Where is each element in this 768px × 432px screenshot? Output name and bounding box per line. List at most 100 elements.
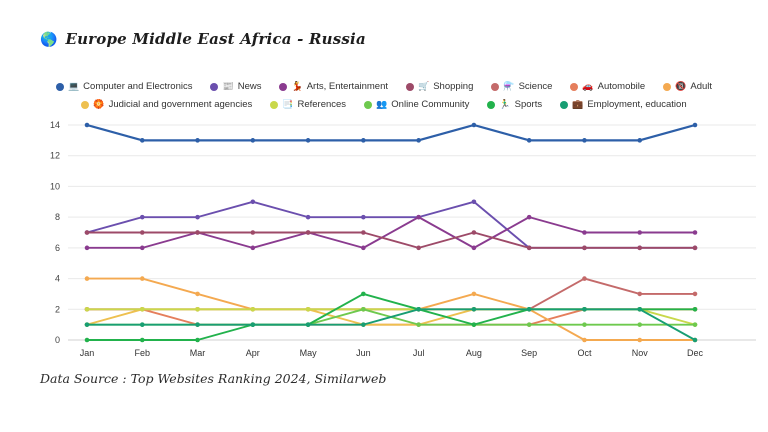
data-point-online-community-dec (692, 322, 698, 327)
series-line-employment-education (86, 308, 696, 341)
data-point-employment-education-dec (692, 337, 698, 343)
data-point-employment-education-jan (84, 322, 90, 327)
data-point-references-may (305, 306, 311, 312)
x-axis-tick-label-jul: Jul (413, 348, 425, 358)
data-point-adult-jan (84, 276, 90, 281)
data-point-adult-feb (139, 276, 145, 281)
y-axis-tick-label: 14 (50, 120, 60, 130)
legend-color-dot (270, 100, 279, 109)
legend-item-sports: 🏃‍♂️ Sports (487, 99, 542, 110)
data-point-arts-entertainment-jan (84, 245, 90, 251)
legend-label: Science (518, 81, 553, 92)
legend-color-dot (560, 100, 569, 109)
x-axis-tick-label-dec: Dec (687, 348, 704, 358)
y-axis-tick-label: 6 (55, 243, 60, 253)
data-point-online-community-jul (416, 322, 421, 327)
data-point-arts-entertainment-feb (139, 245, 145, 251)
series-line-computer-and-electronics (85, 123, 697, 142)
legend-color-dot (279, 82, 288, 91)
chart-header: 🌎 Europe Middle East Africa - Russia (40, 30, 366, 48)
data-point-online-community-oct (582, 322, 587, 327)
legend-color-dot (570, 82, 579, 91)
legend-label: News (237, 81, 262, 92)
x-axis-tick-label-jun: Jun (356, 348, 371, 358)
data-point-shopping-jan (84, 230, 90, 235)
x-axis-tick-label-nov: Nov (632, 348, 649, 358)
x-axis-tick-label-may: May (300, 348, 318, 358)
data-point-arts-entertainment-aug (471, 245, 477, 251)
legend-label: Arts, Entertainment (306, 81, 388, 92)
y-axis-tick-label: 2 (55, 304, 60, 314)
x-axis-tick-label-jan: Jan (80, 348, 95, 358)
data-point-news-apr (250, 199, 256, 205)
data-point-computer-and-electronics-apr (250, 138, 256, 143)
y-axis-tick-label: 4 (55, 274, 60, 284)
legend-item-shopping: 🛒 Shopping (406, 81, 473, 92)
legend-item-arts-entertainment: 💃 Arts, Entertainment (279, 81, 388, 92)
legend-item-employment-education: 💼 Employment, education (560, 99, 687, 110)
data-point-news-mar (195, 214, 200, 220)
data-point-computer-and-electronics-jul (416, 138, 421, 143)
data-point-sports-feb (139, 337, 145, 343)
legend-item-adult: 🔞 Adult (663, 81, 712, 92)
data-point-sports-aug (471, 322, 477, 327)
data-point-computer-and-electronics-aug (471, 122, 477, 128)
data-point-computer-and-electronics-dec (692, 122, 698, 128)
chart-legend: 💻 Computer and Electronics 📰 News 💃 Arts, Ent… (0, 81, 768, 110)
legend-color-dot (364, 100, 373, 109)
data-point-science-nov (637, 291, 643, 297)
data-point-computer-and-electronics-oct (582, 138, 587, 143)
series-line-arts-entertainment (86, 216, 696, 249)
data-point-employment-education-nov (637, 306, 643, 312)
data-point-online-community-sep (526, 322, 532, 327)
data-point-arts-entertainment-jun (361, 245, 366, 251)
data-point-employment-education-jun (361, 322, 366, 327)
data-point-arts-entertainment-apr (250, 245, 256, 251)
data-point-sports-jan (84, 337, 90, 343)
x-axis-tick-label-feb: Feb (135, 348, 151, 358)
data-point-online-community-nov (637, 322, 643, 327)
x-axis-tick-label-mar: Mar (190, 348, 206, 358)
data-point-references-mar (195, 306, 200, 312)
data-point-computer-and-electronics-jan (84, 122, 90, 128)
data-point-shopping-may (305, 230, 311, 235)
data-point-sports-jun (361, 291, 366, 297)
data-point-sports-mar (195, 337, 200, 343)
data-point-shopping-sep (526, 245, 532, 251)
data-point-news-feb (139, 214, 145, 220)
legend-item-online-community: 👥 Online Community (364, 99, 469, 110)
legend-item-computer-and-electronics: 💻 Computer and Electronics (55, 81, 192, 92)
data-point-shopping-jul (416, 245, 421, 251)
data-point-employment-education-jul (416, 306, 421, 312)
legend-label: Shopping (433, 81, 474, 92)
data-point-news-aug (471, 199, 477, 205)
data-point-employment-education-aug (471, 306, 477, 312)
data-point-references-feb (139, 306, 145, 312)
data-point-references-apr (250, 306, 256, 312)
legend-color-dot (55, 82, 64, 91)
legend-label: Employment, education (587, 99, 687, 110)
data-point-adult-mar (195, 291, 200, 297)
y-axis-tick-label: 12 (50, 151, 60, 161)
x-axis-tick-label-aug: Aug (466, 348, 482, 358)
data-source-note: Data Source : Top Websites Ranking 2024,… (40, 371, 387, 386)
legend-category-icon: 🏵️ (93, 99, 105, 109)
data-point-science-oct (582, 276, 587, 281)
data-point-computer-and-electronics-feb (139, 138, 145, 143)
legend-color-dot (406, 82, 414, 91)
legend-category-icon: 💻 (67, 81, 80, 91)
legend-category-icon: 💃 (291, 81, 303, 91)
data-point-computer-and-electronics-sep (526, 138, 532, 143)
data-point-arts-entertainment-nov (637, 230, 643, 235)
data-point-adult-aug (471, 291, 477, 297)
legend-category-icon: 🔞 (675, 81, 687, 91)
data-point-references-jan (84, 306, 90, 312)
data-point-shopping-mar (195, 230, 200, 235)
data-point-employment-education-mar (195, 322, 200, 327)
legend-category-icon: ⚗️ (503, 81, 515, 91)
legend-label: Automobile (597, 81, 646, 92)
legend-category-icon: 🛒 (418, 81, 430, 91)
legend-item-news: 📰 News (210, 81, 261, 92)
legend-color-dot (81, 100, 90, 109)
data-point-employment-education-apr (250, 322, 256, 327)
